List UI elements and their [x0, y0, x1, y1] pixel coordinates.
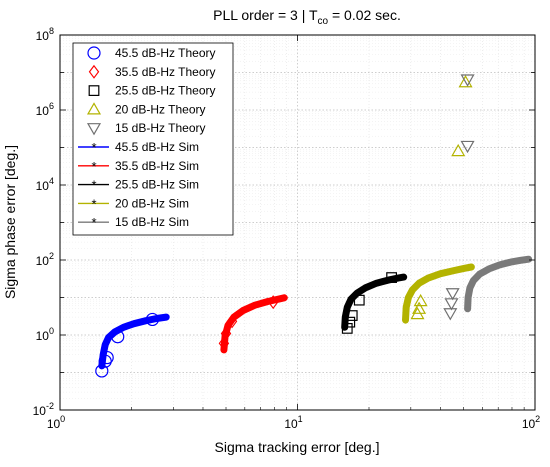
legend-label: 35.5 dB-Hz Sim	[115, 159, 199, 173]
title-prefix: PLL order = 3 | T	[213, 7, 318, 23]
x-tick-label: 101	[284, 414, 302, 431]
theory-data-point	[226, 314, 238, 329]
sim-series-line	[341, 273, 408, 331]
theory-data-point	[444, 298, 459, 311]
x-tick-base: 10	[47, 417, 61, 431]
legend-label: 35.5 dB-Hz Theory	[115, 65, 216, 79]
sim-series-line	[220, 294, 288, 354]
y-tick-base: 10	[33, 404, 47, 418]
x-axis-label: Sigma tracking error [deg.]	[215, 439, 380, 455]
y-tick-exponent: 2	[49, 251, 54, 261]
x-tick-exponent: 1	[298, 414, 303, 424]
simulation-series-layer	[98, 255, 533, 370]
theory-data-point	[267, 295, 279, 310]
legend-marker	[86, 102, 102, 115]
theory-markers-layer	[95, 74, 475, 378]
theory-data-point	[412, 301, 427, 314]
theory-data-point	[443, 308, 458, 321]
theory-data-point	[220, 326, 232, 341]
theory-data-point	[218, 336, 230, 351]
theory-data-point	[145, 312, 160, 327]
theory-data-point	[111, 330, 125, 344]
y-tick-label: 10-2	[33, 401, 54, 418]
x-tick-label: 102	[522, 414, 540, 431]
theory-data-point	[346, 310, 358, 321]
axis-ticks	[59, 34, 536, 411]
legend-marker	[86, 123, 102, 136]
y-tick-label: 104	[36, 176, 54, 193]
legend-label: 15 dB-Hz Theory	[115, 121, 206, 135]
y-tick-base: 10	[36, 179, 50, 193]
legend-star-marker: *	[91, 140, 96, 155]
theory-data-point	[451, 143, 466, 157]
theory-data-point	[460, 140, 475, 154]
y-tick-label: 102	[36, 251, 54, 268]
y-tick-exponent: 6	[49, 101, 54, 111]
legend-star-marker: *	[91, 215, 96, 230]
legend-marker	[88, 85, 100, 97]
legend-label: 25.5 dB-Hz Theory	[115, 84, 216, 98]
legend-label: 15 dB-Hz Sim	[115, 215, 189, 229]
y-tick-base: 10	[36, 254, 50, 268]
x-tick-base: 10	[522, 417, 536, 431]
x-tick-label: 100	[47, 414, 65, 431]
legend-star-marker: *	[91, 159, 96, 174]
title-suffix: = 0.02 sec.	[328, 7, 401, 23]
legend-label: 20 dB-Hz Sim	[115, 196, 189, 210]
theory-data-point	[341, 322, 353, 334]
legend-label: 45.5 dB-Hz Sim	[115, 140, 199, 154]
y-axis-label: Sigma phase error [deg.]	[2, 145, 18, 299]
x-tick-labels: 100 101 102	[47, 414, 540, 431]
y-tick-exponent: 4	[49, 176, 54, 186]
theory-data-point	[460, 74, 475, 87]
theory-data-point	[344, 316, 356, 328]
legend-label: 20 dB-Hz Theory	[115, 102, 206, 116]
legend-marker	[88, 64, 100, 79]
theory-data-point	[100, 350, 114, 365]
sim-series-line	[98, 313, 170, 370]
y-tick-exponent: 0	[49, 326, 54, 336]
legend: 45.5 dB-Hz Theory 35.5 dB-Hz Theory 25.5 d…	[72, 42, 234, 236]
y-tick-base: 10	[36, 104, 50, 118]
y-tick-exponent: 8	[49, 26, 54, 36]
legend-label: 25.5 dB-Hz Sim	[115, 178, 199, 192]
legend-star-marker: *	[91, 178, 96, 193]
legend-label: 45.5 dB-Hz Theory	[115, 46, 216, 60]
legend-star-marker: *	[91, 196, 96, 211]
x-tick-base: 10	[284, 417, 298, 431]
theory-data-point	[353, 294, 365, 306]
theory-data-point	[458, 75, 473, 88]
x-tick-exponent: 0	[60, 414, 65, 424]
x-tick-exponent: 2	[535, 414, 540, 424]
title-subscript: co	[318, 16, 329, 27]
theory-data-point	[413, 293, 428, 307]
y-tick-base: 10	[36, 29, 50, 43]
chart-title: PLL order = 3 | Tco = 0.02 sec.	[213, 7, 401, 27]
sim-series-line	[464, 255, 533, 313]
legend-marker	[87, 46, 101, 60]
theory-data-point	[386, 272, 397, 283]
y-tick-label: 106	[36, 101, 54, 118]
theory-data-point	[95, 364, 109, 378]
y-tick-label: 108	[36, 26, 54, 43]
y-tick-label: 100	[36, 326, 54, 343]
y-tick-base: 10	[36, 329, 50, 343]
y-tick-exponent: -2	[46, 401, 54, 411]
theory-data-point	[445, 288, 460, 301]
sim-series-line	[402, 263, 475, 324]
